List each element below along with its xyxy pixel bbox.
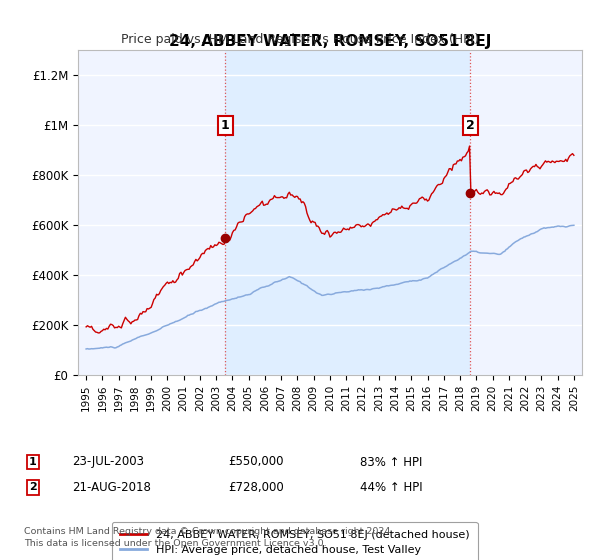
Text: Price paid vs. HM Land Registry's House Price Index (HPI): Price paid vs. HM Land Registry's House … <box>121 32 479 45</box>
Text: 23-JUL-2003: 23-JUL-2003 <box>72 455 144 469</box>
Text: 1: 1 <box>221 119 230 132</box>
Text: 44% ↑ HPI: 44% ↑ HPI <box>360 480 422 494</box>
Text: 2: 2 <box>466 119 475 132</box>
Text: £550,000: £550,000 <box>228 455 284 469</box>
Text: 1: 1 <box>29 457 37 467</box>
Bar <box>225 50 470 375</box>
Text: 83% ↑ HPI: 83% ↑ HPI <box>360 455 422 469</box>
Legend: 24, ABBEY WATER, ROMSEY, SO51 8EJ (detached house), HPI: Average price, detached: 24, ABBEY WATER, ROMSEY, SO51 8EJ (detac… <box>112 522 478 560</box>
Text: £728,000: £728,000 <box>228 480 284 494</box>
Title: 24, ABBEY WATER, ROMSEY, SO51 8EJ: 24, ABBEY WATER, ROMSEY, SO51 8EJ <box>169 34 491 49</box>
Text: Contains HM Land Registry data © Crown copyright and database right 2024.
This d: Contains HM Land Registry data © Crown c… <box>24 527 394 548</box>
Text: 2: 2 <box>29 482 37 492</box>
Text: 21-AUG-2018: 21-AUG-2018 <box>72 480 151 494</box>
